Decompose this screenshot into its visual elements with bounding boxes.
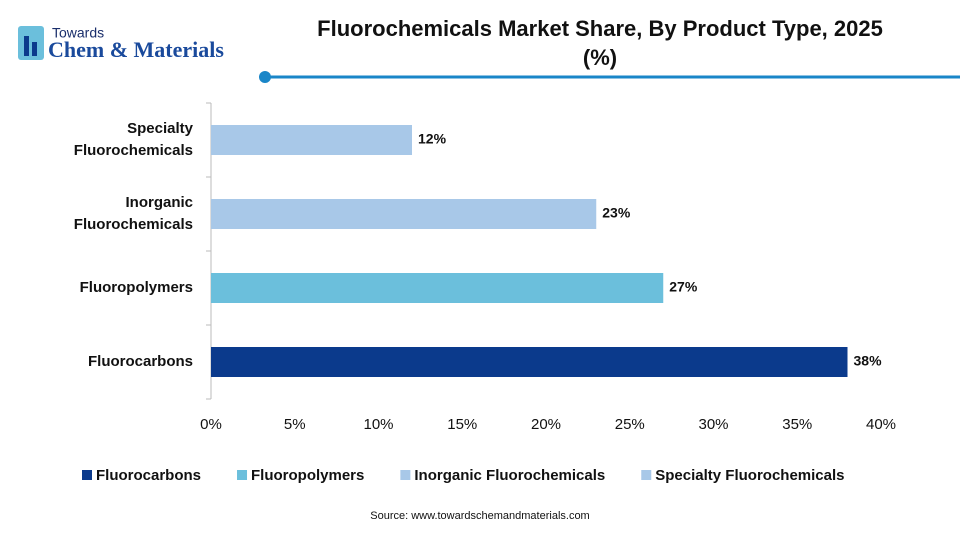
x-tick-label: 20% [531, 416, 561, 433]
source: Source: www.towardschemandmaterials.com [370, 510, 589, 522]
chart-title: Fluorochemicals Market Share, By Product… [317, 16, 883, 70]
x-tick-label: 35% [782, 416, 812, 433]
y-tick-label: Specialty Fluorochemicals [70, 120, 194, 159]
value-label: 27% [669, 279, 698, 295]
legend-label: Inorganic Fluorochemicals [414, 467, 605, 484]
y-tick-label: Fluorocarbons [88, 353, 193, 370]
x-tick-label: 0% [200, 416, 222, 433]
x-tick-label: 15% [447, 416, 477, 433]
bar [211, 347, 848, 377]
logo-text: Towards [52, 25, 104, 41]
header-dot [259, 71, 271, 83]
legend-label: Fluoropolymers [251, 467, 364, 484]
x-tick-label: 10% [363, 416, 393, 433]
y-tick-label: Inorganic Fluorochemicals [70, 194, 193, 233]
logo-icon [32, 42, 37, 56]
x-tick-label: 5% [284, 416, 306, 433]
x-tick-label: 25% [615, 416, 645, 433]
y-tick-label: Fluoropolymers [80, 279, 193, 296]
legend-label: Fluorocarbons [96, 467, 201, 484]
logo-text: Chem & Materials [48, 37, 224, 62]
value-label: 12% [418, 131, 447, 147]
logo-icon [18, 26, 44, 60]
x-tick-label: 40% [866, 416, 896, 433]
legend-swatch [82, 470, 92, 480]
legend-swatch [237, 470, 248, 480]
bar [211, 125, 412, 155]
legend-swatch [400, 470, 411, 480]
legend-label: Specialty Fluorochemicals [655, 467, 844, 484]
bar [211, 273, 664, 303]
logo-icon [24, 36, 29, 56]
x-tick-label: 30% [698, 416, 728, 433]
value-label: 38% [854, 353, 883, 369]
bar [211, 199, 597, 229]
value-label: 23% [602, 205, 631, 221]
legend-swatch [641, 470, 652, 480]
